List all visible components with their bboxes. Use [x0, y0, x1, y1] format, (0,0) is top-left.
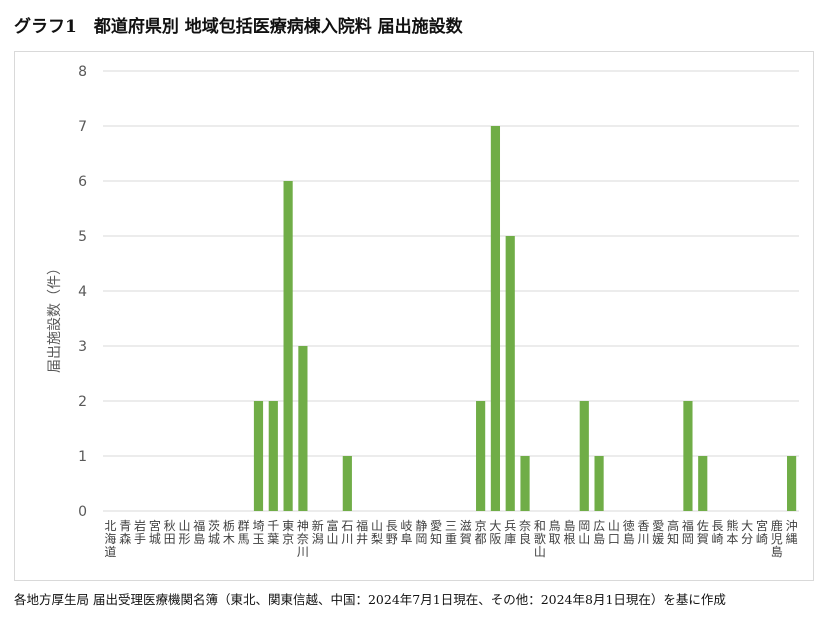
x-tick-label: 埼玉: [252, 519, 264, 546]
x-tick-label: 高知: [667, 518, 679, 546]
x-tick-label: 北海道: [104, 519, 116, 559]
bar-16: [342, 456, 352, 511]
x-tick-label: 秋田: [164, 519, 176, 546]
y-tick-label: 2: [78, 394, 87, 410]
chart-area: 0 1 2 3 4 5 6 7 8 北海道 青森 岩手 宮城 秋田 山形 福島 茨城 栃木 群馬 埼玉 千葉 東京 神奈川…: [14, 51, 814, 581]
x-tick-label: 兵庫: [504, 519, 516, 546]
x-tick-label: 栃木: [223, 519, 235, 546]
bar-25: [476, 401, 486, 511]
x-tick-label: 静岡: [415, 519, 427, 546]
bar-28: [520, 456, 530, 511]
bars: [253, 126, 797, 511]
bar-11: [268, 401, 278, 511]
x-tick-label: 山形: [178, 519, 190, 546]
bar-chart: 0 1 2 3 4 5 6 7 8 北海道青森岩手宮城秋田山形福島茨城栃木群馬埼玉千葉東京神奈川…: [47, 64, 799, 559]
x-tick-label: 奈良: [519, 519, 531, 546]
bar-40: [698, 456, 708, 511]
x-tick-label: 岐阜: [401, 519, 413, 546]
x-tick-label: 山梨: [371, 519, 383, 546]
gridlines: [103, 70, 799, 512]
x-tick-label: 滋賀: [460, 519, 472, 546]
y-axis-ticks: 0 1 2 3 4 5 6 7 8: [78, 64, 87, 520]
bar-33: [594, 456, 604, 511]
x-tick-label: 宮城: [149, 518, 161, 546]
bar-13: [298, 346, 308, 511]
x-tick-label: 和歌山: [534, 519, 546, 559]
x-tick-label: 佐賀: [697, 519, 709, 546]
x-tick-label: 香川: [638, 519, 650, 546]
x-tick-label: 三重: [445, 519, 457, 546]
bar-26: [490, 126, 501, 511]
x-tick-label: 大分: [741, 519, 753, 546]
x-tick-label: 青森: [119, 519, 131, 546]
x-tick-label: 愛媛: [652, 519, 664, 546]
x-tick-label: 大阪: [489, 519, 501, 546]
x-tick-label: 岩手: [134, 518, 146, 546]
x-tick-label: 沖縄: [786, 519, 798, 546]
y-tick-label: 6: [78, 174, 87, 190]
x-tick-label: 熊本: [726, 518, 738, 546]
x-tick-label: 鹿児島: [771, 518, 783, 559]
bar-10: [253, 401, 264, 511]
x-tick-label: 千葉: [267, 519, 279, 546]
x-tick-label: 新潟: [312, 518, 324, 546]
x-tick-label: 東京: [282, 519, 294, 546]
source-note: 各地方厚生局 届出受理医療機関名簿（東北、関東信越、中国：2024年7月1日現在…: [14, 592, 726, 607]
x-tick-label: 島根: [563, 518, 575, 546]
x-tick-label: 福島: [193, 518, 205, 546]
x-tick-label: 神奈川: [297, 519, 309, 559]
x-tick-label: 山口: [608, 519, 620, 546]
x-tick-label: 長崎: [712, 519, 724, 546]
x-tick-label: 富山: [327, 518, 339, 546]
x-tick-label: 京都: [475, 519, 487, 546]
x-tick-label: 鳥取: [549, 518, 561, 546]
x-axis-ticks: 北海道青森岩手宮城秋田山形福島茨城栃木群馬埼玉千葉東京神奈川新潟富山石川福井山梨…: [104, 518, 797, 559]
bar-39: [683, 401, 693, 511]
y-axis-label: 届出施設数（件）: [47, 261, 63, 373]
y-tick-label: 8: [78, 64, 87, 80]
y-tick-label: 3: [78, 339, 87, 355]
x-tick-label: 群馬: [238, 519, 250, 546]
x-tick-label: 長野: [386, 519, 398, 546]
x-tick-label: 愛知: [430, 519, 442, 546]
y-tick-label: 0: [78, 504, 87, 520]
y-tick-label: 1: [78, 449, 87, 465]
x-tick-label: 広島: [593, 519, 605, 546]
bar-32: [579, 401, 589, 511]
x-tick-label: 岡山: [578, 519, 590, 546]
bar-12: [283, 181, 293, 511]
y-tick-label: 4: [78, 284, 87, 300]
x-tick-label: 徳島: [623, 518, 635, 546]
x-tick-label: 宮崎: [756, 518, 768, 546]
x-tick-label: 福岡: [682, 518, 694, 546]
chart-title: グラフ1 都道府県別 地域包括医療病棟入院料 届出施設数: [14, 17, 463, 37]
x-tick-label: 茨城: [208, 519, 220, 546]
y-tick-label: 5: [78, 229, 87, 245]
bar-46: [787, 456, 797, 511]
y-tick-label: 7: [78, 119, 87, 135]
x-tick-label: 石川: [341, 519, 353, 546]
bar-27: [505, 236, 515, 511]
x-tick-label: 福井: [356, 518, 368, 546]
